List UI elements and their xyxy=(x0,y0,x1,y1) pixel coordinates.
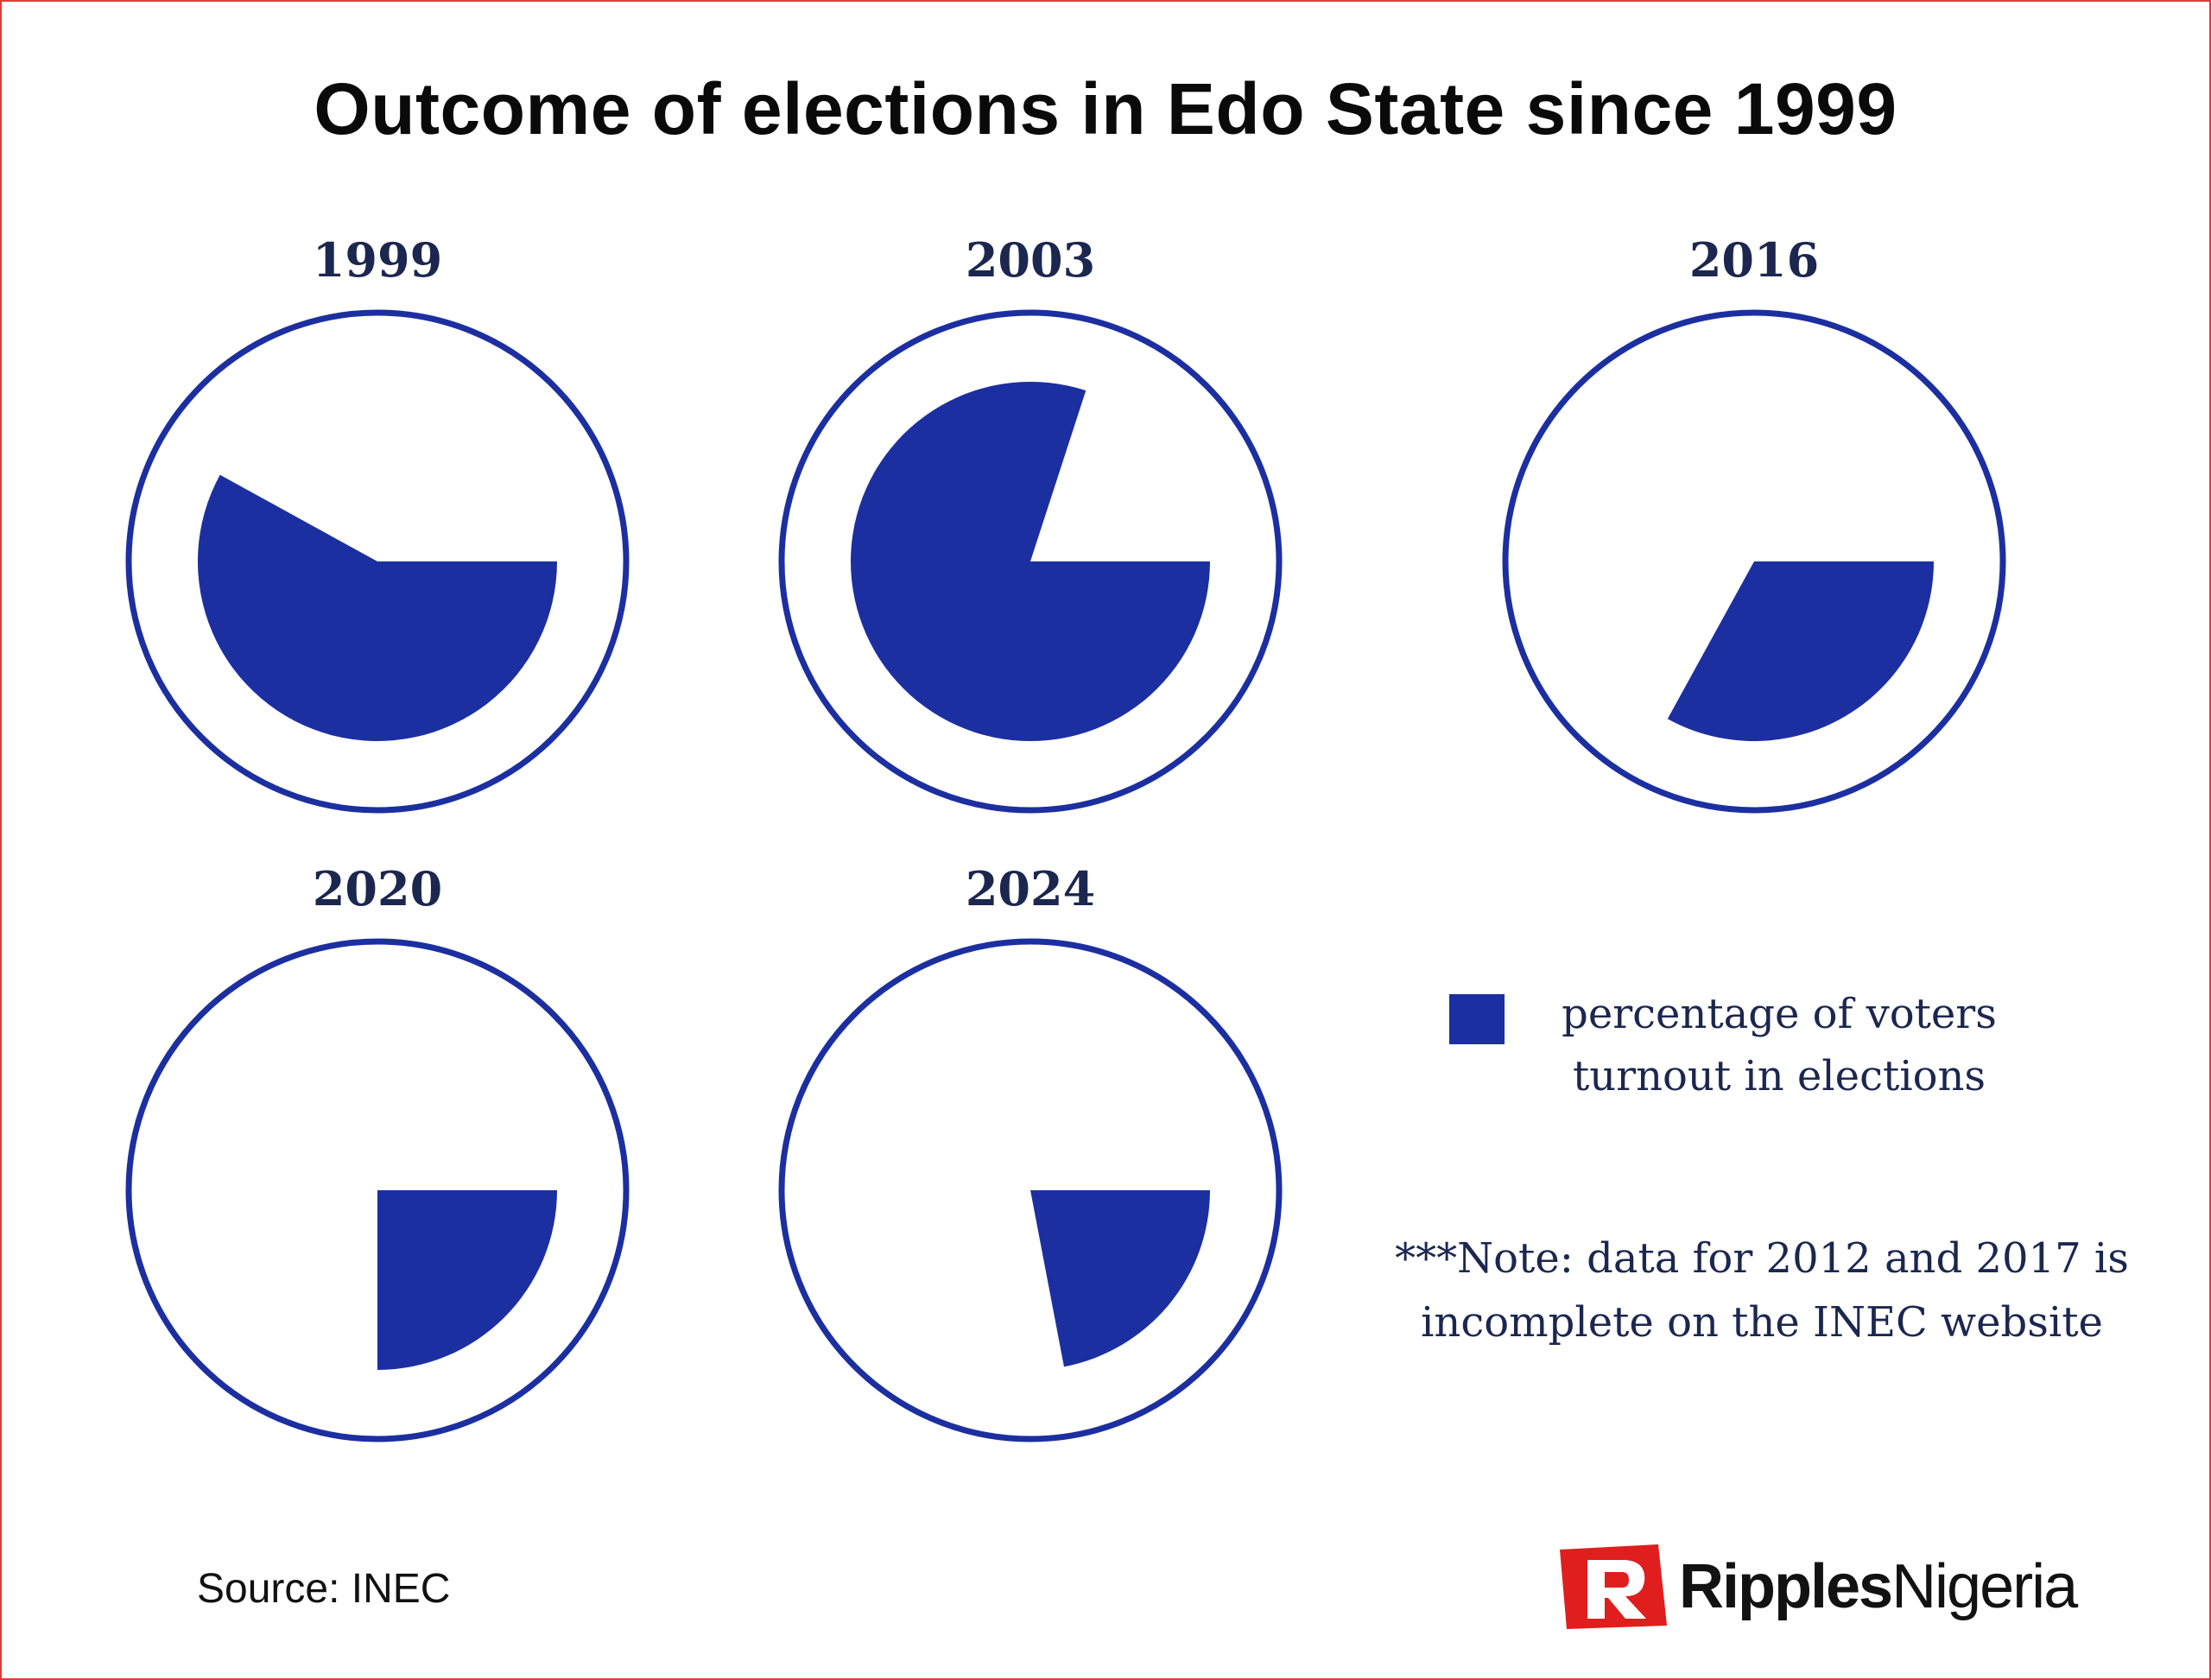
logo-word-ripples: Ripples xyxy=(1679,1552,1893,1621)
pie-slice-2020 xyxy=(377,1190,557,1370)
pie-chart-2024: 2024 xyxy=(778,861,1283,1442)
source-label: Source: INEC xyxy=(197,1566,451,1612)
year-label-1999: 1999 xyxy=(313,232,442,288)
legend-label-line2: turnout in elections xyxy=(1572,1052,1986,1100)
logo-word-nigeria: Nigeria xyxy=(1891,1552,2078,1621)
pie-slice-2024 xyxy=(1030,1190,1210,1367)
year-label-2003: 2003 xyxy=(966,232,1095,288)
pie-slice-2016 xyxy=(1667,561,1934,741)
note-line1: ***Note: data for 2012 and 2017 is xyxy=(1395,1234,2129,1283)
pie-slice-2003 xyxy=(851,381,1210,741)
chart-title: Outcome of elections in Edo State since … xyxy=(314,68,1897,149)
legend-swatch xyxy=(1449,994,1505,1044)
ripples-r-logo-icon xyxy=(1560,1544,1667,1629)
legend-label-line1: percentage of voters xyxy=(1562,990,1997,1038)
data-note: ***Note: data for 2012 and 2017 is incom… xyxy=(1373,1227,2151,1354)
year-label-2016: 2016 xyxy=(1689,232,1819,288)
pie-slice-1999 xyxy=(198,474,558,742)
legend-label: percentage of voters turnout in election… xyxy=(1529,983,2030,1107)
pie-chart-2003: 2003 xyxy=(778,232,1283,814)
pie-chart-2016: 2016 xyxy=(1502,232,2006,814)
year-label-2020: 2020 xyxy=(313,861,442,916)
pie-chart-1999: 1999 xyxy=(125,232,630,814)
pie-chart-2020: 2020 xyxy=(125,861,630,1442)
ripples-nigeria-logo: RipplesNigeria xyxy=(1556,1543,2078,1631)
logo-wordmark: RipplesNigeria xyxy=(1679,1551,2078,1622)
year-label-2024: 2024 xyxy=(966,861,1095,916)
note-line2: incomplete on the INEC website xyxy=(1421,1298,2103,1347)
